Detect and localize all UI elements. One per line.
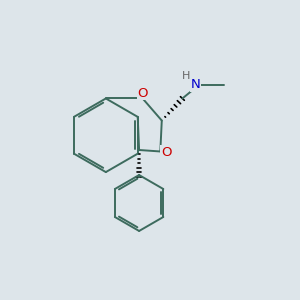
Text: N: N	[191, 78, 200, 91]
Text: O: O	[137, 87, 148, 100]
Text: H: H	[182, 71, 190, 81]
Text: O: O	[161, 146, 171, 159]
